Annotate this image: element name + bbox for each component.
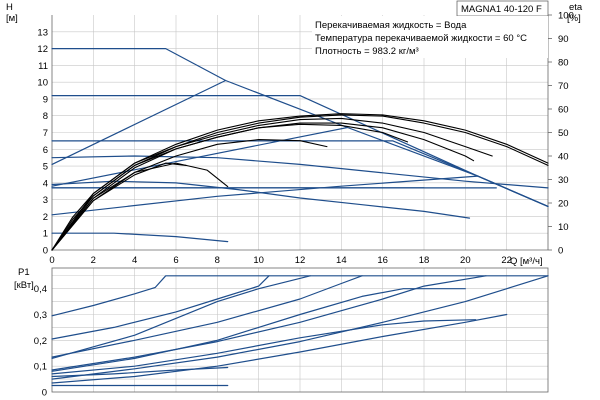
flow-tick-label: 8 <box>215 255 220 266</box>
power-plot-frame <box>51 267 549 393</box>
head-curve <box>51 175 479 216</box>
power-curve <box>51 275 549 317</box>
head-tick-label: 12 <box>37 44 48 55</box>
power-tick-label: 0,4 <box>34 284 47 295</box>
flow-axis-label: Q <box>510 256 517 267</box>
power-curve <box>51 275 549 380</box>
efficiency-tick-label: 70 <box>558 81 569 92</box>
power-tick-label: 0 <box>42 388 47 399</box>
annotation-box <box>312 16 548 58</box>
flow-tick-label: 20 <box>460 255 471 266</box>
head-curves <box>51 48 549 251</box>
efficiency-tick-label: 100 <box>558 11 574 22</box>
power-curve <box>51 275 363 358</box>
flow-tick-label: 18 <box>419 255 430 266</box>
power-curves <box>51 275 549 387</box>
power-curve <box>51 275 270 340</box>
head-tick-label: 2 <box>43 212 48 223</box>
head-tick-label: 13 <box>37 27 48 38</box>
head-tick-label: 10 <box>37 78 48 89</box>
power-tick-labels: 0 0,1 0,2 0,3 0,4 <box>34 284 47 398</box>
head-tick-label: 9 <box>43 94 48 105</box>
flow-tick-label: 10 <box>253 255 264 266</box>
flow-tick-label: 22 <box>501 255 512 266</box>
flow-tick-label: 12 <box>295 255 306 266</box>
power-axis-label: P1 <box>18 267 30 278</box>
power-curve <box>51 313 508 384</box>
head-axis-label: H <box>6 2 13 13</box>
flow-tick-label: 6 <box>173 255 178 266</box>
flow-tick-label: 0 <box>49 255 54 266</box>
efficiency-axis-unit: [%] <box>567 13 581 24</box>
flow-tick-label: 16 <box>377 255 388 266</box>
power-curve <box>51 366 229 378</box>
head-tick-label: 8 <box>43 111 48 122</box>
efficiency-curve <box>51 123 409 251</box>
head-tick-label: 4 <box>43 178 48 189</box>
head-curve <box>51 140 549 207</box>
efficiency-tick-label: 10 <box>558 222 569 233</box>
flow-axis-unit: [м³/ч] <box>520 256 543 267</box>
power-axis-unit: [кВт] <box>14 280 34 291</box>
power-curve <box>51 319 477 375</box>
head-tick-label: 0 <box>43 246 48 257</box>
flow-tick-label: 14 <box>336 255 347 266</box>
head-curve <box>51 232 229 243</box>
efficiency-tick-label: 80 <box>558 58 569 69</box>
power-tick-label: 0,1 <box>34 362 47 373</box>
power-tick-label: 0,3 <box>34 310 47 321</box>
efficiency-tick-label: 60 <box>558 105 569 116</box>
power-plot: 0 0,1 0,2 0,3 0,4 P1 [кВт] <box>14 267 549 399</box>
efficiency-tick-label: 90 <box>558 34 569 45</box>
power-curve <box>51 275 311 359</box>
head-tick-label: 3 <box>43 195 48 206</box>
model-label: MAGNA1 40-120 F <box>461 4 542 15</box>
power-tick-label: 0,2 <box>34 336 47 347</box>
head-tick-label: 1 <box>43 229 48 240</box>
efficiency-curve <box>51 117 493 251</box>
efficiency-curve <box>51 162 229 251</box>
power-curve <box>51 275 487 371</box>
head-curve <box>51 155 549 189</box>
head-tick-label: 6 <box>43 145 48 156</box>
efficiency-curve <box>51 162 187 251</box>
annotation-temperature: Температура перекачиваемой жидкости = 60… <box>315 33 527 44</box>
flow-tick-label: 2 <box>91 255 96 266</box>
annotation-fluid: Перекачиваемая жидкость = Вода <box>315 20 467 31</box>
head-curve <box>51 79 227 165</box>
efficiency-tick-label: 0 <box>558 246 563 257</box>
flow-tick-label: 4 <box>132 255 137 266</box>
efficiency-tick-label: 30 <box>558 175 569 186</box>
efficiency-tick-label: 40 <box>558 152 569 163</box>
head-tick-label: 11 <box>38 61 48 72</box>
annotation-density: Плотность = 983.2 кг/м³ <box>315 46 419 57</box>
head-axis-unit: [м] <box>6 13 18 24</box>
head-tick-label: 5 <box>43 162 48 173</box>
head-tick-label: 7 <box>43 128 48 139</box>
power-curve <box>51 288 466 372</box>
efficiency-axis-label: eta <box>569 2 583 13</box>
efficiency-curve <box>51 122 475 251</box>
efficiency-tick-label: 50 <box>558 128 569 139</box>
efficiency-tick-label: 20 <box>558 199 569 210</box>
